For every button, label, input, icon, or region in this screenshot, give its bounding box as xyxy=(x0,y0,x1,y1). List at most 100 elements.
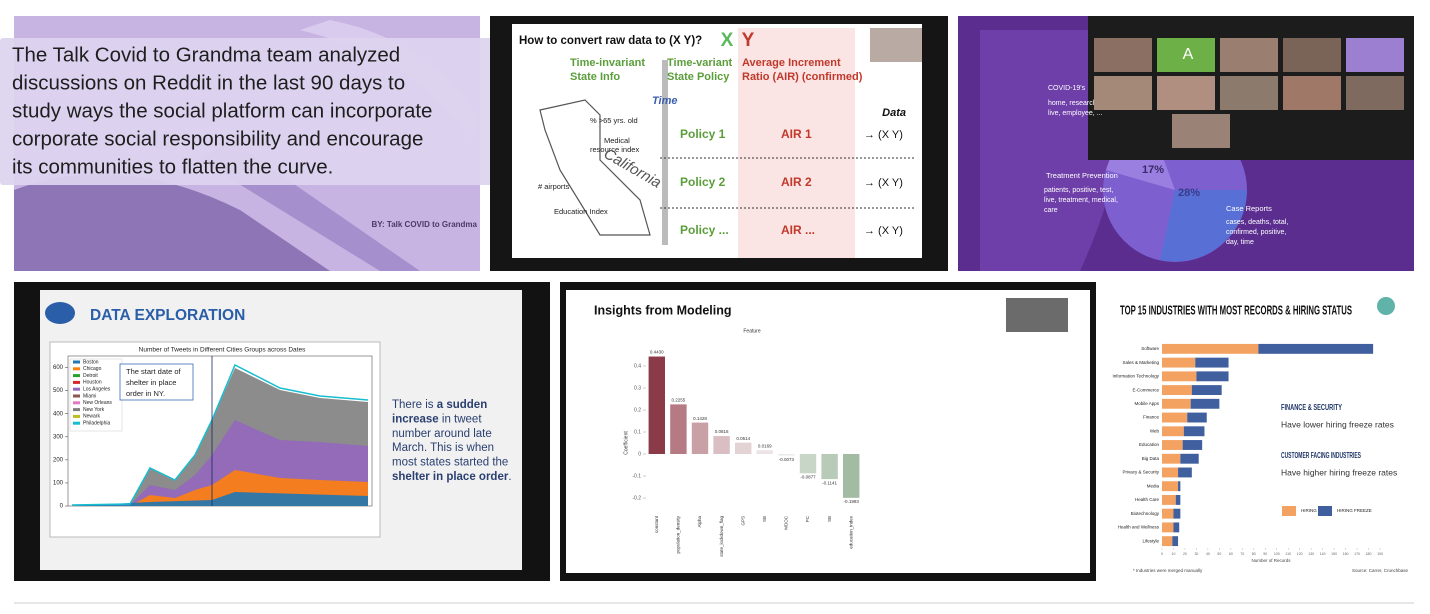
y-tick-label: Finance xyxy=(1143,415,1160,420)
bar-segment xyxy=(1162,398,1191,409)
pie-slice xyxy=(1160,190,1247,262)
topic-words: live, employee, ... xyxy=(1048,110,1103,117)
bar-segment xyxy=(1162,385,1192,396)
bar-segment xyxy=(1196,371,1229,382)
bar-segment xyxy=(1173,522,1180,533)
body-text-segment: number around late xyxy=(392,428,492,440)
x-tick-label: constant xyxy=(654,515,659,533)
x-tick-label: 20 xyxy=(1183,552,1187,556)
legend-label: Los Angeles xyxy=(83,387,111,393)
legend-label: Miami xyxy=(83,393,96,399)
x-tick-label: 60 xyxy=(1229,552,1233,556)
video-tile xyxy=(1220,76,1278,110)
x-tick-label: population_density xyxy=(676,515,681,553)
bar-segment xyxy=(1187,412,1207,423)
twitter-logo xyxy=(45,302,75,324)
legend-swatch xyxy=(73,367,80,371)
note-title: CUSTOMER FACING INDUSTRIES xyxy=(1281,451,1361,460)
feature-label: % >65 yrs. old xyxy=(590,116,638,125)
x-tick-label: 90 xyxy=(1263,552,1267,556)
bar-segment xyxy=(1162,481,1179,492)
y-tick-label: 0.4 xyxy=(634,363,641,369)
y-tick-label: Information Technology xyxy=(1113,374,1160,379)
caption-line: its communities to flatten the curve. xyxy=(12,155,333,178)
feature-label: Medical xyxy=(604,136,630,145)
avatar: A xyxy=(1183,46,1194,63)
value-label: 0.0514 xyxy=(736,436,750,441)
y-axis-label: Coefficient xyxy=(623,431,629,455)
topic-title: Case Reports xyxy=(1226,204,1272,213)
value-label: -0.1141 xyxy=(822,480,837,485)
virus-icon xyxy=(1377,297,1395,315)
feature-label: resource index xyxy=(590,145,639,154)
x-tick-label: MDOC xyxy=(784,515,789,529)
bar-segment xyxy=(1162,467,1179,478)
bar xyxy=(648,356,666,454)
video-tile xyxy=(1172,114,1230,148)
feature-label: # airports xyxy=(538,182,570,191)
video-tile xyxy=(1157,76,1215,110)
bar-segment xyxy=(1162,508,1174,519)
video-tile xyxy=(1094,38,1152,72)
bar xyxy=(842,454,860,498)
air-column xyxy=(738,28,855,258)
y-tick-label: Big Data xyxy=(1142,456,1160,461)
annotation-box xyxy=(119,363,194,401)
bar-segment xyxy=(1162,494,1176,505)
bar-segment xyxy=(1162,522,1174,533)
time-label: Time xyxy=(652,95,677,107)
topic-words: live, treatment, medical, xyxy=(1044,197,1118,204)
legend-label: Boston xyxy=(83,359,99,365)
video-tile xyxy=(1283,38,1341,72)
y-tick-label: 400 xyxy=(53,411,64,417)
slide-title: DATA EXPLORATION xyxy=(90,307,245,324)
bar-segment xyxy=(1162,453,1181,464)
y-tick-label: Mobile Apps xyxy=(1134,401,1159,406)
x-tick-label: education_index xyxy=(848,515,853,549)
area-layer xyxy=(72,492,368,506)
column-header: State Info xyxy=(570,71,620,83)
y-tick-label: Health and Wellness xyxy=(1118,525,1160,530)
legend-swatch xyxy=(1282,506,1296,516)
x-tick-label: 50 xyxy=(1217,552,1221,556)
x-tick-label: 70 xyxy=(1240,552,1244,556)
byline: BY: Talk COVID to Grandma xyxy=(372,220,478,229)
column-header: Time-invariant xyxy=(570,57,645,69)
x-tick-label: 30 xyxy=(1194,552,1198,556)
bar-segment xyxy=(1175,494,1181,505)
industries-slide[interactable] xyxy=(1104,282,1414,581)
body-text-segment: in tweet xyxy=(439,413,483,425)
bar-segment xyxy=(1172,536,1179,547)
note-text: Have higher hiring freeze rates xyxy=(1281,467,1397,477)
legend-label: Detroit xyxy=(83,373,98,379)
bar-segment xyxy=(1178,481,1181,492)
area-top xyxy=(71,363,369,506)
x-tick-label: PC xyxy=(805,515,810,522)
bar-segment xyxy=(1162,412,1188,423)
body-text: March. This is when xyxy=(392,442,494,454)
annotation: shelter in place xyxy=(126,378,176,387)
topic-words: day, time xyxy=(1226,239,1254,246)
body-text: most states started the xyxy=(392,457,508,469)
column-header: Average Increment xyxy=(742,57,841,69)
video-tile xyxy=(1094,76,1152,110)
annotation: The start date of xyxy=(126,367,182,376)
air: AIR ... xyxy=(781,223,815,237)
y-tick-label: 100 xyxy=(53,481,64,487)
legend-swatch xyxy=(73,394,80,398)
topic-words: cases, deaths, total, xyxy=(1226,219,1288,226)
chart-subtitle: Feature xyxy=(743,328,760,334)
y-tick-label: 0.2 xyxy=(634,407,641,413)
value-label: 0.0816 xyxy=(715,429,729,434)
x-tick-label: 160 xyxy=(1343,552,1349,556)
caption-line: study ways the social platform can incor… xyxy=(12,99,432,122)
x-tick-label: state_lockdown_flag xyxy=(719,516,724,557)
x-tick-label: 170 xyxy=(1354,552,1360,556)
y-tick-label: Privacy & Security xyxy=(1122,470,1159,475)
x-tick-label: SB xyxy=(827,516,832,522)
slide-title: How to convert raw data to (X Y)? xyxy=(519,35,702,47)
output: → (X Y) xyxy=(864,177,903,189)
legend-label: Newark xyxy=(83,414,100,420)
feature-label: Education Index xyxy=(554,207,608,216)
